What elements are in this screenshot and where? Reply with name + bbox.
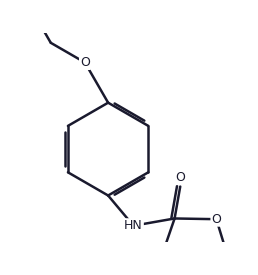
Text: HN: HN <box>124 219 143 232</box>
Text: O: O <box>211 213 221 226</box>
Text: O: O <box>80 56 90 69</box>
Text: O: O <box>175 171 185 184</box>
